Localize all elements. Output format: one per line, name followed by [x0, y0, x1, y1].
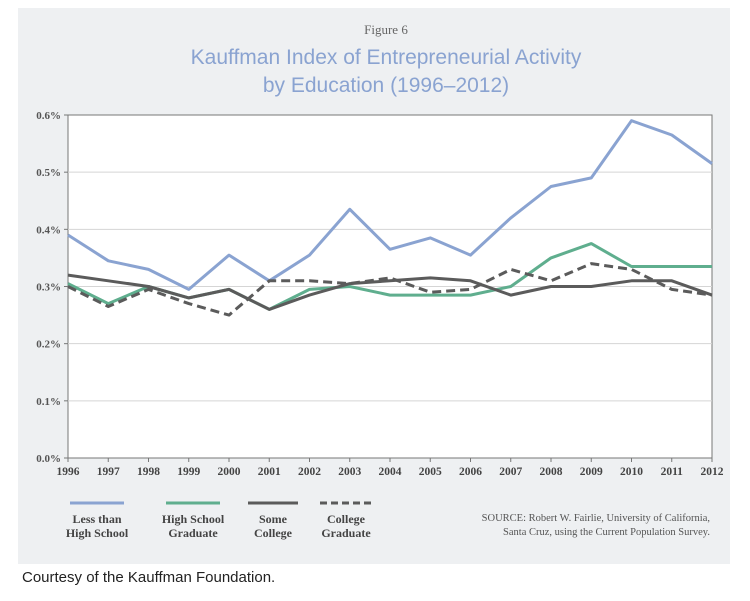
x-tick-label: 2007: [499, 466, 522, 478]
source-note: SOURCE: Robert W. Fairlie, University of…: [482, 513, 710, 524]
series-lines: [67, 119, 713, 317]
legend-label: Graduate: [168, 526, 218, 540]
x-tick-label: 2003: [338, 466, 361, 478]
figure-label: Figure 6: [364, 22, 408, 37]
y-axis: 0.0% 0.1% 0.2% 0.3% 0.4% 0.5% 0.6%: [36, 110, 68, 465]
legend-label: High School: [162, 512, 225, 526]
series-line-some-college: [67, 273, 713, 311]
caption: Courtesy of the Kauffman Foundation.: [22, 569, 276, 586]
legend: Less than High School High School Gradua…: [66, 501, 374, 540]
legend-label: Some: [259, 512, 288, 526]
chart-title-line1: Kauffman Index of Entrepreneurial Activi…: [191, 46, 582, 69]
legend-label: Graduate: [321, 526, 371, 540]
series-line-college-graduate: [67, 262, 713, 317]
x-tick-label: 1996: [57, 466, 80, 478]
x-tick-label: 2010: [620, 466, 643, 478]
grid: [68, 171, 712, 402]
y-tick-label: 0.0%: [36, 453, 61, 465]
x-tick-label: 1998: [137, 466, 160, 478]
x-tick-label: 2004: [379, 466, 402, 478]
y-tick-label: 0.3%: [36, 282, 61, 294]
x-tick-label: 2005: [419, 466, 442, 478]
legend-label: High School: [66, 526, 129, 540]
x-tick-label: 1997: [97, 466, 120, 478]
y-tick-label: 0.5%: [36, 167, 61, 179]
x-tick-label: 2000: [218, 466, 241, 478]
y-tick-label: 0.4%: [36, 224, 61, 236]
x-tick-label: 2008: [540, 466, 563, 478]
x-tick-label: 2012: [701, 466, 724, 478]
x-tick-label: 2001: [258, 466, 281, 478]
x-axis: 1996 1997 1998 1999 2000 2001 2002 2003 2004 2005…: [57, 458, 724, 478]
y-tick-label: 0.6%: [36, 110, 61, 122]
x-tick-label: 2009: [580, 466, 603, 478]
legend-label: College: [254, 526, 293, 540]
source-note: Santa Cruz, using the Current Population…: [503, 527, 710, 538]
series-line-less-than-high-school: [67, 119, 713, 291]
chart-title-line2: by Education (1996–2012): [263, 74, 509, 97]
x-tick-label: 2002: [298, 466, 321, 478]
y-tick-label: 0.1%: [36, 396, 61, 408]
legend-label: Less than: [72, 512, 121, 526]
x-tick-label: 2006: [459, 466, 482, 478]
x-tick-label: 1999: [177, 466, 200, 478]
legend-label: College: [327, 512, 366, 526]
x-tick-label: 2011: [661, 466, 684, 478]
y-tick-label: 0.2%: [36, 339, 61, 351]
